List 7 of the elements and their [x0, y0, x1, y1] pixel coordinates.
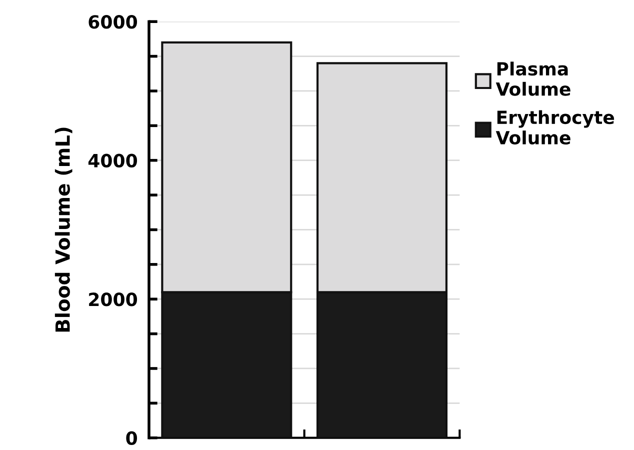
legend-label: Plasma Volume [496, 62, 570, 96]
y-tick-label: 6000 [88, 15, 138, 29]
y-tick-label: 0 [126, 431, 138, 445]
y-tick-label: 4000 [88, 154, 138, 168]
y-tick-label: 2000 [89, 292, 138, 306]
y-axis-title: Blood Volume (mL) [54, 128, 72, 332]
legend-label: Erythrocyte Volume [496, 110, 614, 145]
